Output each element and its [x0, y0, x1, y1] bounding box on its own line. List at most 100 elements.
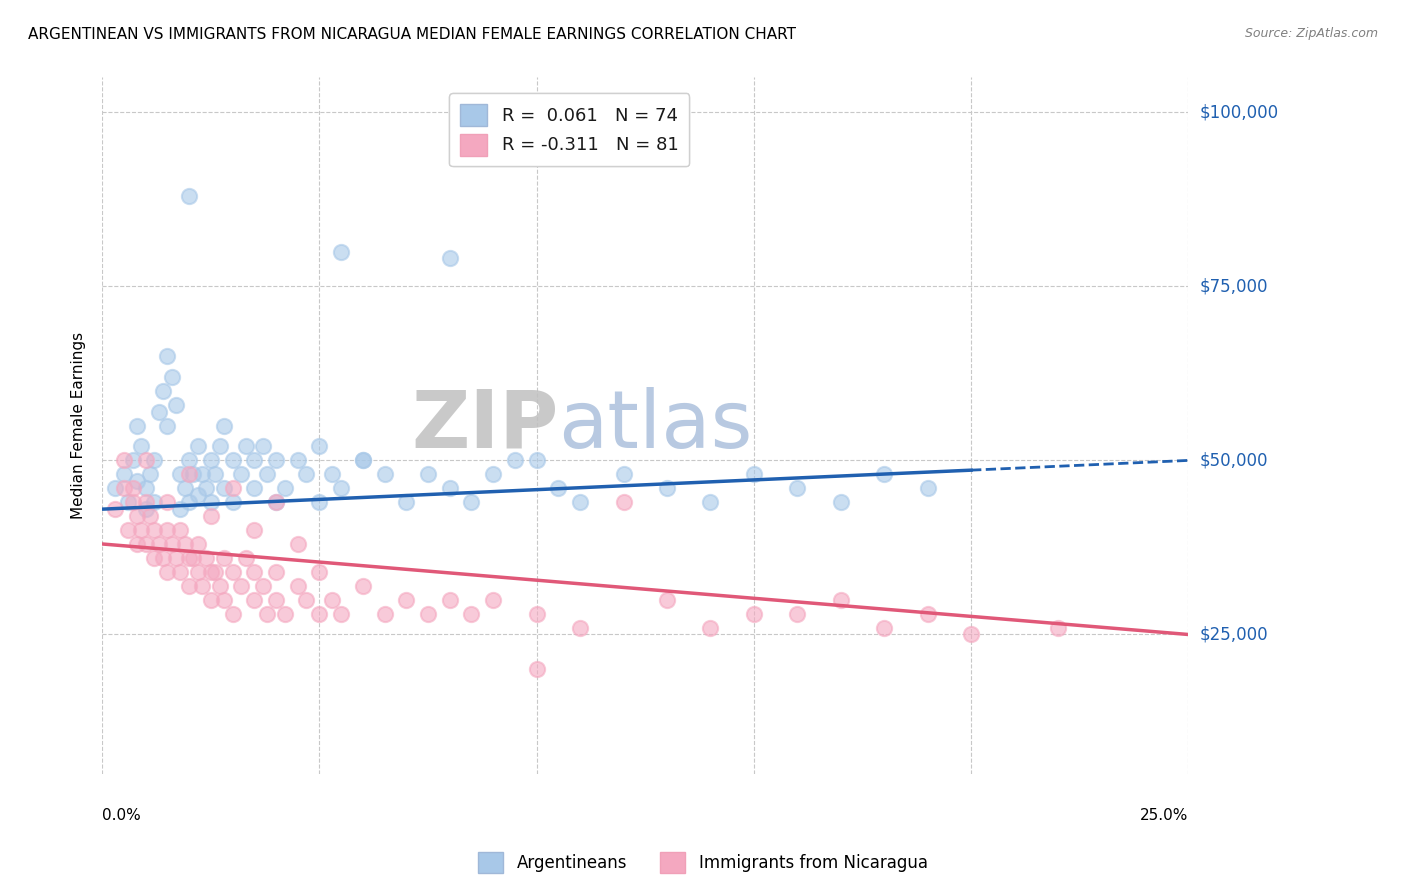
- Point: [208, 440, 231, 454]
- Point: [243, 565, 266, 579]
- Point: [221, 481, 243, 495]
- Point: [125, 475, 148, 489]
- Point: [243, 453, 266, 467]
- Point: [117, 523, 139, 537]
- Point: [169, 502, 191, 516]
- Point: [308, 495, 330, 509]
- Point: [143, 495, 166, 509]
- Point: [143, 550, 166, 565]
- Point: [416, 467, 439, 482]
- Point: [295, 592, 318, 607]
- Point: [177, 467, 200, 482]
- Point: [439, 481, 461, 495]
- Point: [830, 592, 852, 607]
- Point: [156, 523, 179, 537]
- Point: [330, 481, 353, 495]
- Point: [742, 607, 765, 621]
- Point: [125, 418, 148, 433]
- Point: [395, 495, 418, 509]
- Point: [165, 550, 187, 565]
- Point: [308, 565, 330, 579]
- Point: [526, 662, 548, 676]
- Text: ARGENTINEAN VS IMMIGRANTS FROM NICARAGUA MEDIAN FEMALE EARNINGS CORRELATION CHAR: ARGENTINEAN VS IMMIGRANTS FROM NICARAGUA…: [28, 27, 796, 42]
- Point: [160, 369, 183, 384]
- Point: [264, 495, 287, 509]
- Point: [1046, 621, 1069, 635]
- Point: [169, 523, 191, 537]
- Point: [121, 481, 143, 495]
- Point: [395, 592, 418, 607]
- Point: [177, 495, 200, 509]
- Point: [352, 453, 374, 467]
- Point: [742, 467, 765, 482]
- Point: [104, 502, 127, 516]
- Point: [200, 592, 222, 607]
- Point: [264, 592, 287, 607]
- Point: [135, 495, 157, 509]
- Point: [374, 467, 396, 482]
- Point: [221, 607, 243, 621]
- Point: [612, 467, 634, 482]
- Point: [256, 467, 278, 482]
- Text: atlas: atlas: [558, 386, 752, 465]
- Point: [321, 467, 343, 482]
- Point: [321, 592, 343, 607]
- Point: [699, 495, 721, 509]
- Point: [243, 592, 266, 607]
- Point: [264, 495, 287, 509]
- Point: [135, 537, 157, 551]
- Point: [482, 467, 505, 482]
- Point: [187, 565, 209, 579]
- Point: [143, 523, 166, 537]
- Point: [960, 627, 983, 641]
- Point: [200, 565, 222, 579]
- Point: [655, 592, 678, 607]
- Point: [112, 453, 135, 467]
- Point: [295, 467, 318, 482]
- Point: [439, 252, 461, 266]
- Point: [231, 467, 253, 482]
- Point: [308, 607, 330, 621]
- Point: [187, 537, 209, 551]
- Point: [212, 418, 235, 433]
- Point: [200, 495, 222, 509]
- Point: [273, 607, 295, 621]
- Text: $75,000: $75,000: [1199, 277, 1268, 295]
- Point: [156, 495, 179, 509]
- Point: [148, 405, 170, 419]
- Point: [235, 550, 257, 565]
- Text: $50,000: $50,000: [1199, 451, 1268, 469]
- Point: [131, 523, 153, 537]
- Point: [786, 481, 808, 495]
- Point: [125, 509, 148, 524]
- Point: [169, 565, 191, 579]
- Point: [569, 621, 592, 635]
- Point: [173, 481, 195, 495]
- Point: [191, 579, 214, 593]
- Point: [156, 349, 179, 363]
- Point: [121, 453, 143, 467]
- Point: [460, 495, 482, 509]
- Point: [264, 453, 287, 467]
- Point: [156, 565, 179, 579]
- Point: [156, 418, 179, 433]
- Text: $25,000: $25,000: [1199, 625, 1268, 643]
- Point: [135, 502, 157, 516]
- Point: [917, 607, 939, 621]
- Point: [830, 495, 852, 509]
- Point: [195, 481, 218, 495]
- Point: [135, 481, 157, 495]
- Point: [482, 592, 505, 607]
- Point: [177, 453, 200, 467]
- Point: [287, 579, 309, 593]
- Point: [352, 579, 374, 593]
- Point: [786, 607, 808, 621]
- Point: [352, 453, 374, 467]
- Point: [273, 481, 295, 495]
- Point: [416, 607, 439, 621]
- Point: [252, 579, 274, 593]
- Text: Source: ZipAtlas.com: Source: ZipAtlas.com: [1244, 27, 1378, 40]
- Point: [212, 550, 235, 565]
- Point: [173, 537, 195, 551]
- Point: [917, 481, 939, 495]
